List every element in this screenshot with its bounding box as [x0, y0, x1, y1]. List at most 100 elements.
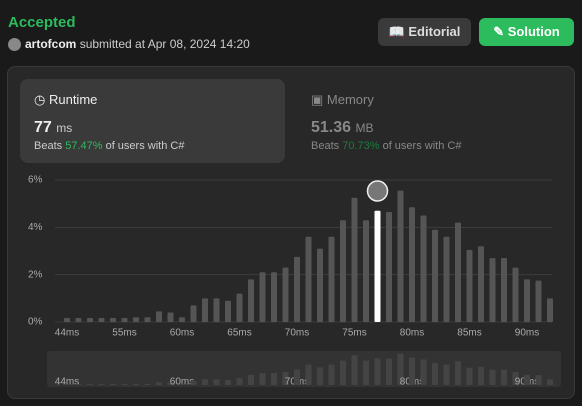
minimap-bar: [190, 381, 197, 385]
runtime-beats: Beats 57.47% of users with C#: [34, 140, 184, 152]
p: 70.73%: [342, 140, 380, 152]
bar: [328, 236, 335, 322]
bar: [409, 207, 415, 322]
bar: [225, 300, 231, 322]
bar: [455, 222, 461, 322]
minimap-bar: [248, 374, 254, 385]
bar: [420, 215, 427, 322]
minimap-bar: [144, 383, 151, 385]
b: Beats: [311, 140, 340, 152]
minimap-bar: [489, 369, 496, 385]
bar: [271, 272, 277, 322]
memory-value: 51.36 MB: [311, 119, 374, 137]
bar: [351, 197, 358, 322]
bar: [489, 258, 496, 322]
x-tick-label: 65ms: [227, 328, 251, 339]
bar: [535, 280, 542, 322]
b: Beats: [34, 140, 63, 152]
bar: [87, 317, 93, 322]
bar: [98, 317, 105, 322]
bar: [213, 298, 220, 322]
bar: [294, 256, 300, 322]
minimap-bar: [317, 367, 323, 385]
minimap-bar: [374, 358, 381, 385]
minimap-bar: [64, 384, 70, 385]
x-tick-label: 90ms: [515, 328, 539, 339]
minimap-bar: [167, 382, 174, 385]
runtime-card[interactable]: ◷ Runtime 77 ms Beats 57.47% of users wi…: [20, 79, 285, 163]
minimap-bar: [409, 357, 415, 385]
y-tick-label: 2%: [28, 269, 43, 280]
bar: [386, 211, 392, 322]
user-avatar-marker: [366, 180, 389, 202]
memory-card[interactable]: ▣ Memory 51.36 MB Beats 70.73% of users …: [297, 79, 562, 163]
u: ms: [56, 121, 73, 135]
x-tick-label: 75ms: [342, 328, 366, 339]
minimap-bar: [156, 382, 162, 385]
bar: [110, 317, 116, 322]
y-tick-label: 6%: [28, 175, 43, 186]
minimap-bar: [512, 371, 519, 385]
bar: [121, 317, 128, 322]
bar: [190, 305, 197, 322]
bar: [236, 293, 243, 322]
bar: [259, 272, 266, 322]
bar: [363, 220, 369, 322]
minimap-bar: [98, 384, 105, 385]
bar: [75, 317, 82, 322]
bar: [64, 317, 70, 322]
minimap-label: 44ms: [55, 377, 79, 388]
minimap-bar: [236, 378, 243, 385]
minimap-bar: [75, 384, 82, 385]
bar: [340, 220, 346, 322]
bar: [156, 311, 162, 322]
x-tick-label: 80ms: [400, 328, 424, 339]
bar: [547, 298, 553, 322]
minimap-bar: [259, 373, 266, 385]
t: Runtime: [48, 92, 98, 107]
minimap-bar: [202, 379, 208, 385]
minimap-bar: [110, 384, 116, 385]
minimap-bar: [432, 362, 438, 385]
minimap-bar: [282, 371, 289, 385]
x-tick-label: 60ms: [170, 328, 194, 339]
minimap-bar: [213, 379, 220, 385]
bar: [317, 248, 323, 322]
user[interactable]: artofcom: [25, 37, 77, 51]
minimap-bar: [501, 369, 507, 385]
memory-label: ▣ Memory: [311, 92, 374, 107]
minimap-bar: [340, 360, 346, 385]
minimap-bar: [386, 358, 392, 385]
x-tick-label: 70ms: [285, 328, 309, 339]
bar: [144, 317, 151, 322]
x-tick-label: 85ms: [457, 328, 481, 339]
minimap-bar: [455, 361, 461, 385]
solution-button[interactable]: ✎ Solution: [479, 18, 574, 46]
minimap-bar: [397, 353, 404, 385]
minimap-bar: [225, 379, 231, 385]
bar: [282, 267, 289, 322]
minimap-bar: [466, 367, 473, 385]
bar: [443, 236, 450, 322]
x-tick-label: 44ms: [55, 328, 79, 339]
runtime-value: 77 ms: [34, 119, 72, 137]
minimap-bar: [179, 383, 185, 385]
minimap-bar: [351, 355, 358, 385]
submitted: submitted at Apr 08, 2024 14:20: [79, 37, 250, 51]
minimap-bar: [305, 364, 312, 385]
s: of users with C#: [382, 140, 462, 152]
bar: [133, 317, 139, 322]
bar: [466, 249, 473, 322]
submit-line: artofcom submitted at Apr 08, 2024 14:20: [25, 37, 250, 51]
editorial-button[interactable]: 📖 Editorial: [378, 18, 471, 46]
avatar: [8, 38, 21, 51]
minimap-bar: [524, 374, 530, 385]
s: of users with C#: [105, 140, 185, 152]
bar: [512, 267, 519, 322]
bar: [478, 246, 484, 322]
u: MB: [355, 121, 374, 135]
minimap-bar: [478, 366, 484, 385]
label: Solution: [507, 24, 560, 39]
